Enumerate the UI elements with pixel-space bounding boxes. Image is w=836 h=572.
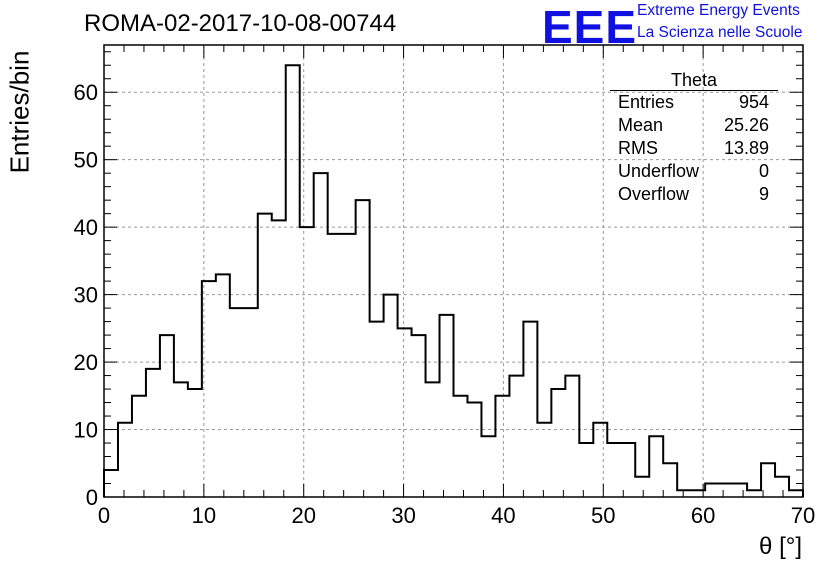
histogram-bar: [286, 65, 300, 497]
stats-row-mean: Mean 25.26: [610, 114, 778, 137]
stats-label: Mean: [618, 115, 664, 135]
stats-label: Overflow: [618, 184, 690, 204]
histogram-bar: [733, 484, 747, 497]
histogram-bar: [579, 443, 593, 497]
histogram-bar: [537, 423, 551, 497]
stats-box: Theta Entries 954 Mean 25.26 RMS 13.89 U…: [610, 70, 778, 206]
histogram-bar: [426, 382, 440, 497]
histogram-bar: [467, 403, 481, 497]
histogram-bar: [691, 490, 705, 497]
x-tick-label: 30: [391, 503, 415, 528]
stats-label: RMS: [618, 138, 658, 158]
histogram-bar: [370, 322, 384, 497]
histogram-bar: [188, 389, 202, 497]
histogram-series: [103, 64, 804, 497]
stats-label: Entries: [618, 92, 675, 112]
histogram-bar: [705, 484, 719, 497]
histogram-bar: [118, 423, 132, 497]
histogram-bar: [565, 376, 579, 497]
stats-label: Underflow: [618, 161, 700, 181]
histogram-bar: [146, 369, 160, 497]
histogram-bar: [440, 315, 454, 497]
histogram-bar: [495, 396, 509, 497]
histogram-bar: [202, 281, 216, 497]
stats-value: 13.89: [723, 138, 769, 158]
stats-row-entries: Entries 954: [610, 91, 778, 114]
y-tick-label: 20: [74, 350, 98, 375]
histogram-bar: [328, 234, 342, 497]
histogram-bar: [607, 443, 621, 497]
logo-line-2: La Scienza nelle Scuole: [637, 24, 803, 41]
histogram-bar: [719, 484, 733, 497]
x-tick-label: 60: [691, 503, 715, 528]
y-axis-label: Entries/bin: [4, 50, 35, 174]
histogram-bar: [649, 436, 663, 497]
x-tick-label: 20: [291, 503, 315, 528]
histogram-bar: [174, 382, 188, 497]
stats-value: 25.26: [723, 115, 769, 135]
x-axis-label: θ [°]: [759, 533, 802, 560]
histogram-bar: [677, 490, 691, 497]
histogram-bar: [454, 396, 468, 497]
stats-row-overflow: Overflow 9: [610, 183, 778, 206]
stats-value: 9: [758, 184, 769, 204]
histogram-bar: [300, 227, 314, 497]
histogram-bar: [789, 490, 803, 497]
histogram-bar: [663, 463, 677, 497]
histogram-bar: [160, 335, 174, 497]
histogram-bar: [384, 295, 398, 497]
histogram-bar: [272, 220, 286, 497]
plot-frame: [103, 44, 804, 498]
stats-row-underflow: Underflow 0: [610, 160, 778, 183]
stats-title: Theta: [610, 70, 778, 91]
y-tick-label: 10: [74, 418, 98, 443]
histogram-bar: [481, 436, 495, 497]
histogram-bar: [356, 200, 370, 497]
stats-value: 0: [758, 161, 769, 181]
y-tick-label: 60: [74, 80, 98, 105]
y-tick-label: 50: [74, 148, 98, 173]
chart-title: ROMA-02-2017-10-08-00744: [84, 10, 397, 37]
histogram-bar: [621, 443, 635, 497]
y-tick-label: 40: [74, 215, 98, 240]
y-tick-label: 30: [74, 283, 98, 308]
histogram-bar: [635, 477, 649, 497]
histogram-bar: [747, 490, 761, 497]
histogram-bar: [551, 389, 565, 497]
histogram-bar: [258, 214, 272, 497]
histogram-bar: [314, 173, 328, 497]
x-tick-label: 0: [98, 503, 110, 528]
x-tick-label: 70: [791, 503, 815, 528]
histogram-bar: [342, 234, 356, 497]
histogram-bar: [761, 463, 775, 497]
eee-logo: EEE: [542, 1, 638, 53]
histogram-bar: [104, 470, 118, 497]
histogram-bar: [132, 396, 146, 497]
histogram-bar: [230, 308, 244, 497]
stats-row-rms: RMS 13.89: [610, 137, 778, 160]
histogram-bar: [216, 274, 230, 497]
x-tick-label: 50: [591, 503, 615, 528]
histogram-bar: [775, 477, 789, 497]
histogram-bar: [412, 335, 426, 497]
logo-line-1: Extreme Energy Events: [637, 2, 800, 19]
histogram-bar: [244, 308, 258, 497]
histogram-bar: [398, 328, 412, 497]
y-tick-label: 0: [86, 485, 98, 510]
stats-value: 954: [738, 92, 769, 112]
x-tick-label: 40: [491, 503, 515, 528]
x-tick-label: 10: [192, 503, 216, 528]
histogram-bar: [523, 322, 537, 497]
histogram-bar: [593, 423, 607, 497]
histogram-bar: [509, 376, 523, 497]
